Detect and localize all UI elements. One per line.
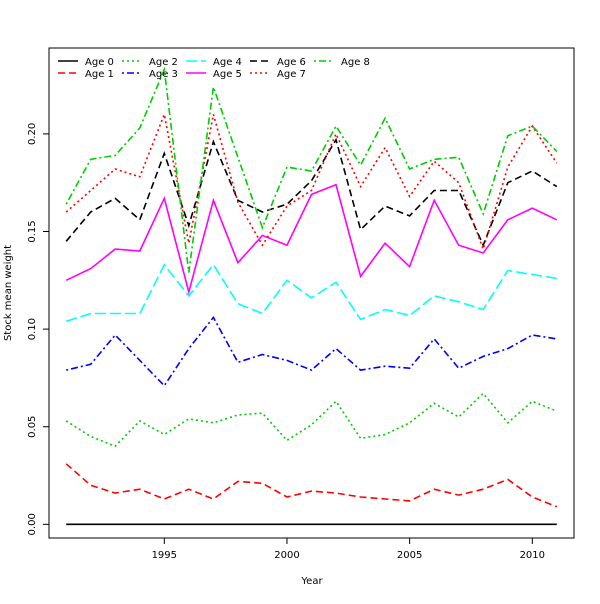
legend-label: Age 5 <box>213 69 242 80</box>
legend-label: Age 0 <box>85 57 114 68</box>
series-line-age-4 <box>65 263 557 323</box>
series-line-age-6 <box>65 137 558 248</box>
legend-label: Age 8 <box>341 57 370 68</box>
y-axis: 0.00 0.05 0.10 0.15 0.20 <box>27 123 49 535</box>
legend-label: Age 7 <box>277 69 306 80</box>
series-line-age-8 <box>65 66 558 273</box>
series-line-age-3 <box>66 315 557 387</box>
legend-label: Age 4 <box>213 57 242 68</box>
x-axis-label: Year <box>300 576 323 587</box>
x-tick-label: 2010 <box>520 550 545 561</box>
x-axis: 1995 2000 2005 2010 <box>152 538 545 561</box>
y-tick-label: 0.05 <box>27 416 38 438</box>
plot-frame <box>48 47 575 539</box>
series-line-age-5 <box>65 183 558 296</box>
legend-label: Age 1 <box>85 69 114 80</box>
y-tick-label: 0.15 <box>27 220 38 242</box>
legend-label: Age 2 <box>149 57 178 68</box>
legend-label: Age 6 <box>277 57 306 68</box>
series-line-age-2 <box>65 392 558 448</box>
y-axis-label: Stock mean weight <box>3 245 14 341</box>
x-tick-label: 2005 <box>397 550 422 561</box>
y-tick-label: 0.20 <box>27 123 38 145</box>
series-layer <box>65 66 558 526</box>
series-line-age-1 <box>65 463 558 508</box>
y-tick-label: 0.00 <box>27 513 38 535</box>
x-tick-label: 1995 <box>152 550 177 561</box>
series-line-age-7 <box>65 111 558 252</box>
x-tick-label: 2000 <box>274 550 299 561</box>
y-tick-label: 0.10 <box>27 318 38 340</box>
legend-label: Age 3 <box>149 69 178 80</box>
